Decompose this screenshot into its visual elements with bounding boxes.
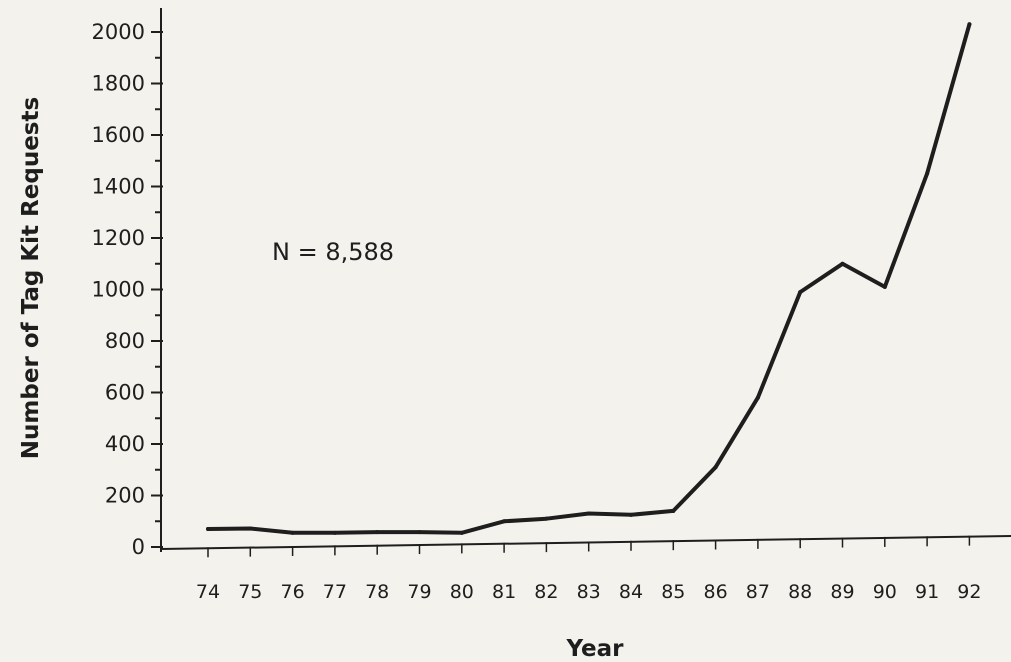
- data-point: [502, 519, 507, 524]
- data-point: [798, 290, 803, 295]
- x-tick-label: 83: [577, 581, 601, 603]
- y-axis-title: Number of Tag Kit Requests: [18, 97, 44, 459]
- data-point: [840, 261, 845, 266]
- x-tick-label: 77: [323, 581, 347, 603]
- x-tick-label: 87: [746, 581, 770, 603]
- y-tick-label: 1800: [92, 72, 145, 96]
- x-tick-label: 76: [281, 581, 305, 603]
- x-tick-label: 90: [873, 581, 897, 603]
- data-point: [332, 530, 337, 535]
- x-tick-label: 82: [534, 581, 558, 603]
- data-point: [459, 530, 464, 535]
- data-point: [755, 395, 760, 400]
- x-ticks: 74 75 76 77 78 79 80 81 82 83 84 85 86 87 88 89 90 91 92: [196, 535, 981, 603]
- y-tick-label: 600: [105, 381, 145, 405]
- data-point: [206, 526, 210, 531]
- y-tick-label: 200: [105, 484, 145, 508]
- x-tick-label: 92: [957, 581, 981, 603]
- y-tick-label: 400: [105, 432, 145, 456]
- y-ticks: 0 200 400 600 800 1000 1200 1400 1600 1800 2000: [92, 20, 163, 559]
- y-tick-label: 2000: [92, 20, 145, 44]
- x-tick-label: 75: [238, 581, 262, 603]
- data-point: [290, 530, 295, 535]
- x-tick-label: 84: [619, 581, 643, 603]
- x-tick-label: 88: [788, 581, 812, 603]
- x-tick-label: 80: [450, 581, 474, 603]
- x-axis-title: Year: [565, 636, 624, 662]
- n-annotation: N = 8,588: [272, 238, 394, 266]
- x-tick-label: 91: [915, 581, 939, 603]
- y-tick-label: 1600: [92, 123, 145, 147]
- x-axis: 74 75 76 77 78 79 80 81 82 83 84 85 86 87 88 89 90 91 92 Y…: [160, 535, 1011, 662]
- data-point: [671, 508, 676, 513]
- x-tick-label: 89: [830, 581, 854, 603]
- data-point: [586, 511, 591, 516]
- data-point: [967, 22, 972, 27]
- data-point: [375, 530, 380, 535]
- y-tick-label: 1400: [92, 175, 145, 199]
- data-point: [417, 530, 422, 535]
- x-tick-label: 81: [492, 581, 516, 603]
- data-point: [925, 171, 930, 176]
- x-tick-label: 79: [407, 581, 431, 603]
- x-tick-label: 85: [661, 581, 685, 603]
- y-tick-label: 1200: [92, 226, 145, 250]
- y-tick-label: 1000: [92, 278, 145, 302]
- y-tick-label: 800: [105, 329, 145, 353]
- y-axis: 0 200 400 600 800 1000 1200 1400 1600 1800 2000 Nu…: [18, 8, 163, 559]
- x-axis-line: [160, 535, 1011, 550]
- y-tick-label: 0: [132, 535, 145, 559]
- data-point: [248, 526, 253, 531]
- series-layer: [206, 22, 972, 535]
- data-point: [882, 284, 887, 289]
- series-line: [206, 22, 972, 535]
- data-point: [544, 516, 549, 521]
- x-tick-label: 86: [704, 581, 728, 603]
- x-tick-label: 74: [196, 581, 220, 603]
- data-point: [629, 512, 633, 517]
- data-point: [713, 465, 718, 470]
- x-tick-label: 78: [365, 581, 389, 603]
